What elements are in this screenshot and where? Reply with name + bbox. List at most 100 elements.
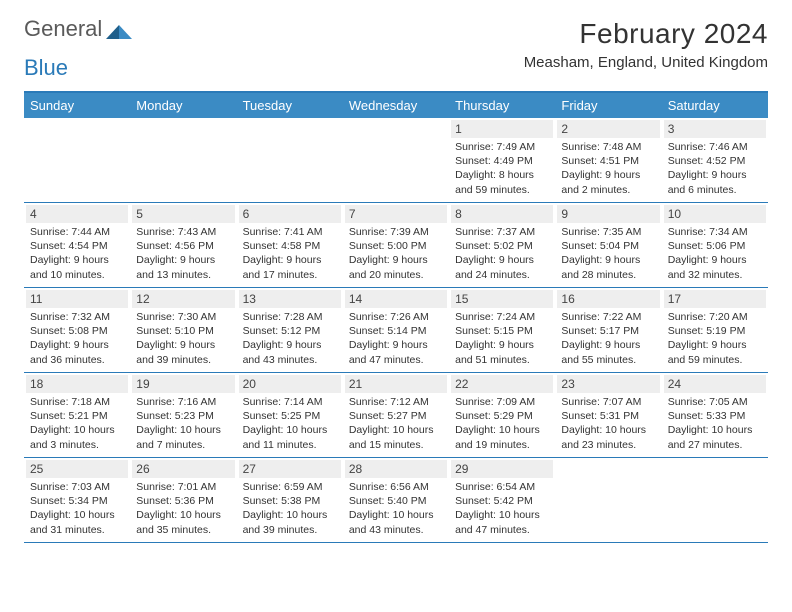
day-number: 27 [239, 460, 341, 478]
day-facts: Sunrise: 7:28 AMSunset: 5:12 PMDaylight:… [239, 310, 341, 367]
day-facts: Sunrise: 7:03 AMSunset: 5:34 PMDaylight:… [26, 480, 128, 537]
daylight-text: Daylight: 9 hours and 2 minutes. [561, 168, 657, 196]
sunset-text: Sunset: 5:10 PM [136, 324, 232, 338]
day-cell: 22Sunrise: 7:09 AMSunset: 5:29 PMDayligh… [449, 373, 555, 457]
day-cell: 5 Sunrise: 7:43 AMSunset: 4:56 PMDaylight… [130, 203, 236, 287]
sunset-text: Sunset: 4:49 PM [455, 154, 551, 168]
day-cell: 8Sunrise: 7:37 AMSunset: 5:02 PMDaylight… [449, 203, 555, 287]
day-cell: 21 Sunrise: 7:12 AMSunset: 5:27 PMDayligh… [343, 373, 449, 457]
sunset-text: Sunset: 5:25 PM [243, 409, 339, 423]
day-cell: 6Sunrise: 7:41 AMSunset: 4:58 PMDaylight… [237, 203, 343, 287]
day-facts: Sunrise: 6:56 AMSunset: 5:40 PMDaylight:… [345, 480, 447, 537]
day-facts: Sunrise: 7:44 AMSunset: 4:54 PMDaylight:… [26, 225, 128, 282]
day-cell: 25Sunrise: 7:03 AMSunset: 5:34 PMDayligh… [24, 458, 130, 542]
day-number: 24 [664, 375, 766, 393]
day-facts: Sunrise: 7:39 AMSunset: 5:00 PMDaylight:… [345, 225, 447, 282]
day-number: 15 [451, 290, 553, 308]
sunset-text: Sunset: 4:58 PM [243, 239, 339, 253]
month-title: February 2024 [524, 18, 768, 50]
daylight-text: Daylight: 9 hours and 17 minutes. [243, 253, 339, 281]
day-facts: Sunrise: 7:05 AMSunset: 5:33 PMDaylight:… [664, 395, 766, 452]
day-number: 10 [664, 205, 766, 223]
day-number: 16 [557, 290, 659, 308]
day-cell: 17Sunrise: 7:20 AMSunset: 5:19 PMDayligh… [662, 288, 768, 372]
day-cell: 16Sunrise: 7:22 AMSunset: 5:17 PMDayligh… [555, 288, 661, 372]
day-number: 1 [451, 120, 553, 138]
weekday-header: Thursday [449, 93, 555, 118]
sunrise-text: Sunrise: 7:39 AM [349, 225, 445, 239]
weekday-header: Monday [130, 93, 236, 118]
day-facts: Sunrise: 7:34 AMSunset: 5:06 PMDaylight:… [664, 225, 766, 282]
sunrise-text: Sunrise: 7:43 AM [136, 225, 232, 239]
daylight-text: Daylight: 9 hours and 43 minutes. [243, 338, 339, 366]
day-number: 8 [451, 205, 553, 223]
day-number: 4 [26, 205, 128, 223]
day-cell [343, 118, 449, 202]
sunrise-text: Sunrise: 6:56 AM [349, 480, 445, 494]
sunrise-text: Sunrise: 7:44 AM [30, 225, 126, 239]
day-cell: 7Sunrise: 7:39 AMSunset: 5:00 PMDaylight… [343, 203, 449, 287]
sunrise-text: Sunrise: 7:01 AM [136, 480, 232, 494]
day-facts: Sunrise: 7:35 AMSunset: 5:04 PMDaylight:… [557, 225, 659, 282]
day-cell: 1Sunrise: 7:49 AMSunset: 4:49 PMDaylight… [449, 118, 555, 202]
sunrise-text: Sunrise: 7:20 AM [668, 310, 764, 324]
sunrise-text: Sunrise: 7:28 AM [243, 310, 339, 324]
sunset-text: Sunset: 5:23 PM [136, 409, 232, 423]
sunrise-text: Sunrise: 7:46 AM [668, 140, 764, 154]
daylight-text: Daylight: 10 hours and 43 minutes. [349, 508, 445, 536]
day-cell: 24 Sunrise: 7:05 AMSunset: 5:33 PMDayligh… [662, 373, 768, 457]
sunset-text: Sunset: 5:08 PM [30, 324, 126, 338]
day-facts: Sunrise: 6:54 AMSunset: 5:42 PMDaylight:… [451, 480, 553, 537]
daylight-text: Daylight: 9 hours and 59 minutes. [668, 338, 764, 366]
daylight-text: Daylight: 10 hours and 15 minutes. [349, 423, 445, 451]
day-number: 2 [557, 120, 659, 138]
day-number: 28 [345, 460, 447, 478]
daylight-text: Daylight: 9 hours and 24 minutes. [455, 253, 551, 281]
day-facts: Sunrise: 7:32 AMSunset: 5:08 PMDaylight:… [26, 310, 128, 367]
day-facts: Sunrise: 7:12 AMSunset: 5:27 PMDaylight:… [345, 395, 447, 452]
daylight-text: Daylight: 9 hours and 51 minutes. [455, 338, 551, 366]
sunset-text: Sunset: 5:12 PM [243, 324, 339, 338]
day-cell: 14Sunrise: 7:26 AMSunset: 5:14 PMDayligh… [343, 288, 449, 372]
day-cell: 10 Sunrise: 7:34 AMSunset: 5:06 PMDayligh… [662, 203, 768, 287]
sunrise-text: Sunrise: 7:12 AM [349, 395, 445, 409]
sunset-text: Sunset: 5:29 PM [455, 409, 551, 423]
sunset-text: Sunset: 5:27 PM [349, 409, 445, 423]
day-cell: 19Sunrise: 7:16 AMSunset: 5:23 PMDayligh… [130, 373, 236, 457]
sunset-text: Sunset: 4:52 PM [668, 154, 764, 168]
day-number: 29 [451, 460, 553, 478]
sunset-text: Sunset: 5:42 PM [455, 494, 551, 508]
day-cell: 20Sunrise: 7:14 AMSunset: 5:25 PMDayligh… [237, 373, 343, 457]
day-number: 21 [345, 375, 447, 393]
day-cell: 3Sunrise: 7:46 AMSunset: 4:52 PMDaylight… [662, 118, 768, 202]
day-cell [555, 458, 661, 542]
sunrise-text: Sunrise: 6:59 AM [243, 480, 339, 494]
day-facts: Sunrise: 7:20 AMSunset: 5:19 PMDaylight:… [664, 310, 766, 367]
sunset-text: Sunset: 5:00 PM [349, 239, 445, 253]
day-facts: Sunrise: 7:43 AMSunset: 4:56 PMDaylight:… [132, 225, 234, 282]
sunrise-text: Sunrise: 7:16 AM [136, 395, 232, 409]
day-cell: 2Sunrise: 7:48 AMSunset: 4:51 PMDaylight… [555, 118, 661, 202]
day-number: 3 [664, 120, 766, 138]
sunset-text: Sunset: 5:14 PM [349, 324, 445, 338]
day-cell: 11Sunrise: 7:32 AMSunset: 5:08 PMDayligh… [24, 288, 130, 372]
daylight-text: Daylight: 10 hours and 47 minutes. [455, 508, 551, 536]
day-number: 19 [132, 375, 234, 393]
day-cell: 29 Sunrise: 6:54 AMSunset: 5:42 PMDayligh… [449, 458, 555, 542]
day-number: 5 [132, 205, 234, 223]
sunset-text: Sunset: 5:06 PM [668, 239, 764, 253]
day-cell: 4 Sunrise: 7:44 AMSunset: 4:54 PMDaylight… [24, 203, 130, 287]
day-number: 6 [239, 205, 341, 223]
daylight-text: Daylight: 9 hours and 39 minutes. [136, 338, 232, 366]
day-cell: 23Sunrise: 7:07 AMSunset: 5:31 PMDayligh… [555, 373, 661, 457]
sunrise-text: Sunrise: 7:48 AM [561, 140, 657, 154]
sunrise-text: Sunrise: 7:07 AM [561, 395, 657, 409]
day-number: 22 [451, 375, 553, 393]
sunset-text: Sunset: 5:36 PM [136, 494, 232, 508]
weeks-container: 1Sunrise: 7:49 AMSunset: 4:49 PMDaylight… [24, 118, 768, 543]
weekday-header: Sunday [24, 93, 130, 118]
day-cell: 18Sunrise: 7:18 AMSunset: 5:21 PMDayligh… [24, 373, 130, 457]
day-facts: Sunrise: 7:14 AMSunset: 5:25 PMDaylight:… [239, 395, 341, 452]
sunset-text: Sunset: 5:17 PM [561, 324, 657, 338]
sunset-text: Sunset: 5:31 PM [561, 409, 657, 423]
